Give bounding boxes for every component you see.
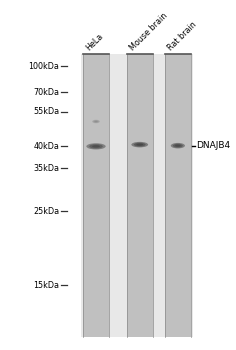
Text: HeLa: HeLa (84, 32, 105, 52)
Ellipse shape (92, 120, 100, 123)
Text: 15kDa: 15kDa (33, 281, 59, 290)
Text: Rat brain: Rat brain (166, 20, 198, 52)
Text: 100kDa: 100kDa (28, 62, 59, 71)
Ellipse shape (175, 145, 181, 147)
Text: 35kDa: 35kDa (33, 163, 59, 173)
Ellipse shape (92, 145, 100, 148)
Text: 25kDa: 25kDa (33, 207, 59, 216)
Ellipse shape (136, 144, 143, 146)
Ellipse shape (173, 144, 183, 148)
Text: 70kDa: 70kDa (33, 88, 59, 97)
Ellipse shape (131, 142, 148, 147)
Text: 55kDa: 55kDa (33, 107, 59, 116)
Ellipse shape (93, 120, 99, 123)
Bar (83, 54, 109, 337)
Ellipse shape (86, 143, 106, 149)
Ellipse shape (89, 144, 103, 148)
Bar (127, 54, 153, 337)
Ellipse shape (94, 121, 97, 122)
Bar (165, 54, 191, 337)
Text: DNAJB4: DNAJB4 (196, 141, 230, 150)
Ellipse shape (171, 143, 185, 148)
Ellipse shape (134, 143, 146, 147)
Text: Mouse brain: Mouse brain (128, 11, 169, 52)
Bar (81, 54, 193, 337)
Text: 40kDa: 40kDa (33, 142, 59, 151)
